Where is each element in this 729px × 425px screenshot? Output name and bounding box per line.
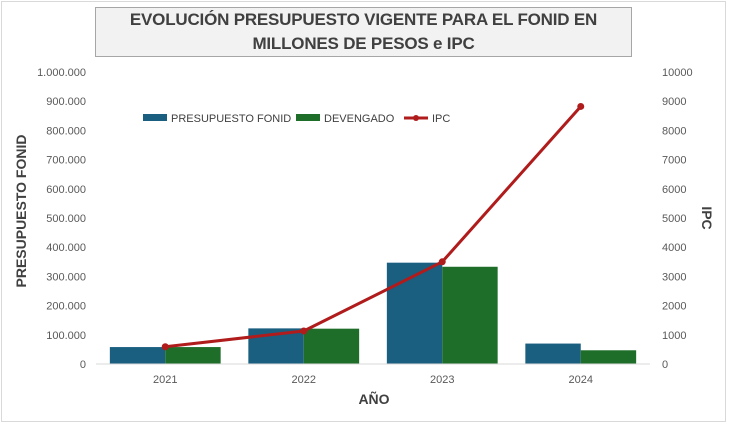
y-tick-label: 900.000: [46, 96, 86, 108]
legend-marker-ipc: [413, 115, 419, 121]
y-tick-label: 800.000: [46, 125, 86, 137]
y2-tick-label: 10000: [662, 67, 693, 79]
bar-devengado-2022: [303, 328, 360, 364]
y2-tick-label: 7000: [662, 155, 686, 167]
bar-devengado-2021: [165, 347, 221, 364]
bar-presupuesto-fonid-2024: [525, 343, 581, 364]
legend-label: IPC: [432, 113, 450, 125]
x-tick-label: 2023: [430, 374, 454, 386]
ipc-point-2024: [577, 102, 585, 110]
y-tick-label: 0: [80, 359, 86, 371]
y2-axis-ticks: 0 1000 2000 3000 4000 5000 6000 7000 8000 9000 100…: [662, 67, 693, 371]
x-tick-label: 2022: [292, 374, 316, 386]
ipc-point-2021: [161, 343, 169, 351]
y-tick-label: 200.000: [46, 301, 86, 313]
x-axis-ticks: 2021 2022 2023 2024: [153, 374, 593, 386]
y-axis-ticks: 0 100.000 200.000 300.000 400.000 500.000 600.…: [37, 67, 86, 371]
ipc-line: [165, 105, 582, 349]
y-tick-label: 100.000: [46, 330, 86, 342]
y-axis-title: PRESUPUESTO FONID: [13, 135, 29, 288]
x-tick-label: 2024: [569, 374, 593, 386]
chart-title: EVOLUCIÓN PRESUPUESTO VIGENTE PARA EL FO…: [95, 7, 632, 57]
bar-devengado-2024: [580, 350, 637, 364]
y2-tick-label: 2000: [662, 301, 686, 313]
legend-label: PRESUPUESTO FONID: [171, 113, 291, 125]
legend-swatch-presupuesto-fonid: [143, 114, 167, 121]
y2-tick-label: 5000: [662, 213, 686, 225]
y2-tick-label: 9000: [662, 96, 686, 108]
ipc-line-group: [161, 102, 585, 351]
bar-presupuesto-fonid-2023: [386, 262, 443, 364]
y-tick-label: 1.000.000: [37, 67, 86, 79]
y2-tick-label: 1000: [662, 330, 686, 342]
y2-tick-label: 0: [662, 359, 668, 371]
bars-group: [109, 262, 637, 364]
y2-tick-label: 3000: [662, 271, 686, 283]
ipc-point-2022: [300, 327, 308, 335]
legend: PRESUPUESTO FONID DEVENGADO IPC: [143, 113, 450, 125]
y-tick-label: 600.000: [46, 184, 86, 196]
y-tick-label: 300.000: [46, 271, 86, 283]
y-tick-label: 400.000: [46, 242, 86, 254]
legend-swatch-devengado: [296, 114, 320, 121]
y2-tick-label: 6000: [662, 184, 686, 196]
bar-presupuesto-fonid-2021: [109, 347, 166, 364]
y2-axis-title: IPC: [699, 206, 715, 229]
bar-devengado-2023: [442, 266, 498, 364]
x-axis-title: AÑO: [358, 390, 389, 407]
y-tick-label: 700.000: [46, 155, 86, 167]
y2-tick-label: 8000: [662, 125, 686, 137]
legend-label: DEVENGADO: [324, 113, 395, 125]
y2-tick-label: 4000: [662, 242, 686, 254]
ipc-point-2023: [438, 258, 446, 266]
x-tick-label: 2021: [153, 374, 177, 386]
y-tick-label: 500.000: [46, 213, 86, 225]
